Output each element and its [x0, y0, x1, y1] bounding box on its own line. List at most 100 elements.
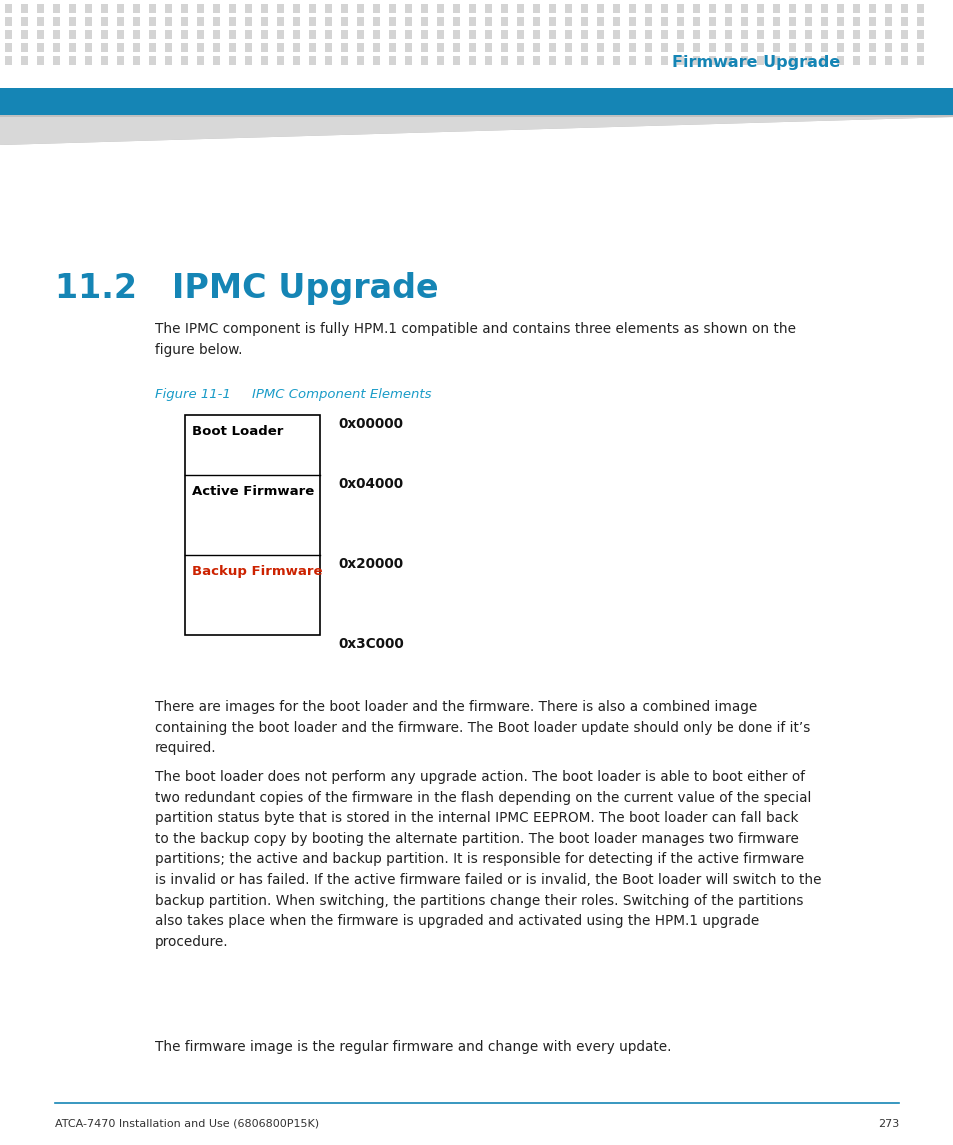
- Bar: [692, 30, 700, 39]
- Bar: [420, 3, 428, 13]
- Bar: [453, 44, 459, 52]
- Bar: [916, 30, 923, 39]
- Bar: [852, 3, 859, 13]
- Bar: [69, 17, 76, 26]
- Bar: [772, 17, 780, 26]
- Bar: [149, 44, 156, 52]
- Bar: [373, 30, 379, 39]
- Bar: [884, 44, 891, 52]
- Bar: [276, 56, 284, 65]
- Bar: [101, 56, 108, 65]
- Bar: [884, 17, 891, 26]
- Bar: [181, 17, 188, 26]
- Text: 11.2   IPMC Upgrade: 11.2 IPMC Upgrade: [55, 273, 438, 305]
- Bar: [708, 44, 716, 52]
- Bar: [53, 17, 60, 26]
- Bar: [293, 30, 299, 39]
- Bar: [708, 30, 716, 39]
- Bar: [149, 30, 156, 39]
- Text: Figure 11-1     IPMC Component Elements: Figure 11-1 IPMC Component Elements: [154, 388, 431, 401]
- Bar: [245, 17, 252, 26]
- Bar: [916, 3, 923, 13]
- Bar: [484, 3, 492, 13]
- Bar: [5, 17, 12, 26]
- Bar: [740, 30, 747, 39]
- Bar: [37, 44, 44, 52]
- Bar: [868, 56, 875, 65]
- Text: 0x20000: 0x20000: [337, 556, 403, 571]
- Bar: [69, 3, 76, 13]
- Bar: [533, 30, 539, 39]
- Bar: [868, 44, 875, 52]
- Bar: [644, 17, 651, 26]
- Bar: [165, 44, 172, 52]
- Bar: [117, 30, 124, 39]
- Bar: [580, 3, 587, 13]
- Bar: [420, 56, 428, 65]
- Bar: [772, 44, 780, 52]
- Bar: [484, 44, 492, 52]
- Bar: [37, 3, 44, 13]
- Bar: [229, 30, 235, 39]
- Bar: [836, 56, 843, 65]
- Bar: [276, 17, 284, 26]
- Bar: [868, 30, 875, 39]
- Bar: [117, 3, 124, 13]
- Bar: [821, 30, 827, 39]
- Bar: [660, 56, 667, 65]
- Bar: [53, 30, 60, 39]
- Bar: [500, 3, 507, 13]
- Bar: [884, 3, 891, 13]
- Bar: [724, 56, 731, 65]
- Bar: [548, 30, 556, 39]
- Text: Boot Loader: Boot Loader: [192, 425, 283, 439]
- Bar: [821, 3, 827, 13]
- Bar: [101, 17, 108, 26]
- Bar: [213, 17, 220, 26]
- Polygon shape: [0, 117, 953, 145]
- Bar: [340, 44, 348, 52]
- Bar: [900, 17, 907, 26]
- Bar: [916, 17, 923, 26]
- Bar: [389, 3, 395, 13]
- Bar: [389, 30, 395, 39]
- Bar: [580, 30, 587, 39]
- Bar: [405, 17, 412, 26]
- Bar: [628, 17, 636, 26]
- Bar: [340, 3, 348, 13]
- Bar: [517, 30, 523, 39]
- Bar: [613, 3, 619, 13]
- Bar: [85, 17, 91, 26]
- Bar: [340, 17, 348, 26]
- Bar: [677, 3, 683, 13]
- Text: Backup Firmware: Backup Firmware: [192, 564, 322, 578]
- Text: 0x3C000: 0x3C000: [337, 637, 403, 652]
- Bar: [724, 17, 731, 26]
- Bar: [37, 56, 44, 65]
- Bar: [420, 17, 428, 26]
- Bar: [213, 30, 220, 39]
- Bar: [453, 56, 459, 65]
- Bar: [356, 44, 364, 52]
- Bar: [740, 3, 747, 13]
- Bar: [564, 44, 572, 52]
- Bar: [181, 44, 188, 52]
- Bar: [149, 17, 156, 26]
- Bar: [309, 44, 315, 52]
- Bar: [325, 44, 332, 52]
- Bar: [613, 44, 619, 52]
- Bar: [484, 30, 492, 39]
- Bar: [453, 3, 459, 13]
- Bar: [597, 17, 603, 26]
- Bar: [420, 30, 428, 39]
- Bar: [788, 17, 795, 26]
- Bar: [196, 44, 204, 52]
- Bar: [757, 17, 763, 26]
- Bar: [276, 30, 284, 39]
- Bar: [356, 30, 364, 39]
- Bar: [436, 56, 443, 65]
- Bar: [628, 56, 636, 65]
- Bar: [852, 44, 859, 52]
- Bar: [788, 44, 795, 52]
- Bar: [564, 56, 572, 65]
